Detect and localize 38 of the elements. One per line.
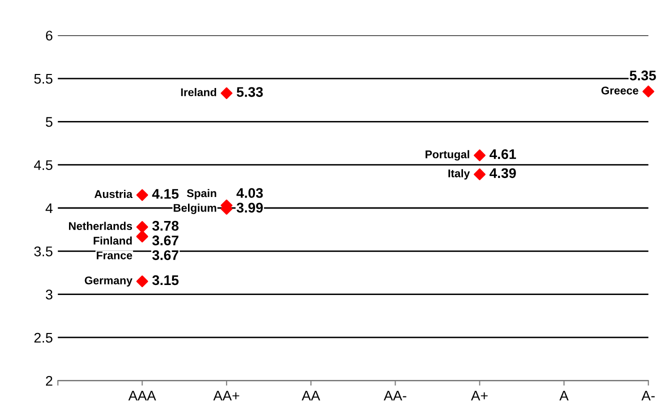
annotation: Spain (186, 189, 216, 200)
y-tick-label: 5.5 (34, 74, 52, 84)
y-tick-label: 3 (46, 290, 52, 300)
y-tick-label: 4 (46, 203, 53, 214)
x-tick-label: AAA (128, 390, 156, 400)
x-tick-label: A- (641, 390, 655, 400)
annotation: Greece (601, 86, 638, 94)
y-tick-label: 2.5 (34, 332, 52, 343)
y-tick-label: 5 (46, 117, 52, 127)
data-label: 3.78 (152, 220, 179, 231)
annotation: Austria (94, 190, 133, 198)
y-tick-label: 3.5 (34, 246, 52, 256)
annotation: Germany (84, 276, 132, 287)
annotation: Netherlands (69, 222, 132, 230)
annotation: Ireland (181, 88, 216, 96)
data-label: 5.33 (236, 87, 263, 97)
y-tick-label: 4.5 (34, 160, 52, 170)
data-label: 4.15 (152, 189, 179, 199)
x-tick-label: A+ (470, 390, 488, 400)
x-tick-label: AA+ (213, 390, 240, 400)
data-label: 4.03 (236, 188, 263, 198)
data-label: 3.15 (152, 275, 179, 286)
x-tick-label: AA (302, 390, 320, 400)
data-label: 4.61 (490, 149, 516, 160)
x-tick-label: A (559, 390, 569, 400)
data-label: 3.99 (236, 202, 263, 213)
data-label: 3.67 (152, 236, 178, 246)
annotation: France (96, 252, 132, 260)
y-tick-label: 2 (46, 376, 52, 386)
data-label: 5.35 (630, 70, 656, 80)
annotation: Finland (94, 236, 132, 245)
data-label: 3.67 (152, 250, 178, 260)
annotation: Belgium (174, 204, 216, 214)
y-tick-label: 6 (46, 30, 52, 41)
annotation: Italy (448, 169, 470, 180)
annotation: Portugal (426, 150, 470, 161)
data-label: 4.39 (490, 168, 516, 178)
x-tick-label: AA- (384, 390, 406, 400)
